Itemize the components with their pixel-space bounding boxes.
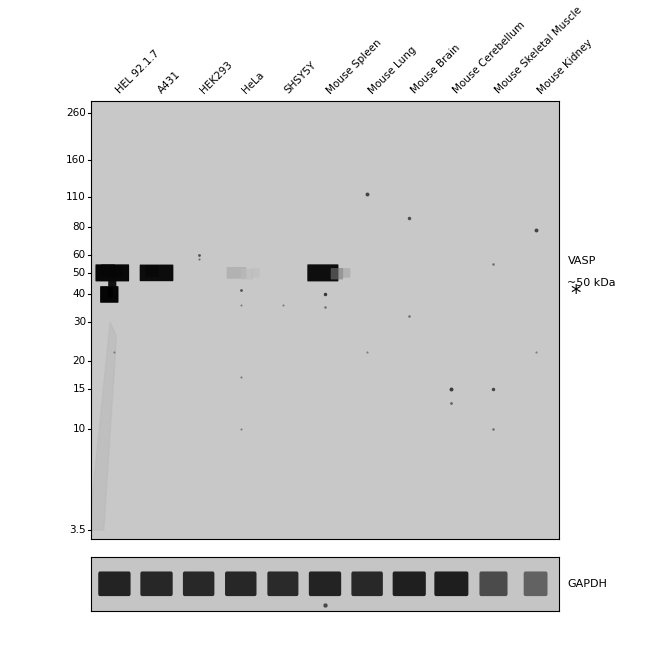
Text: 20: 20 (73, 357, 86, 366)
Text: 80: 80 (73, 223, 86, 232)
Text: HEL 92.1.7: HEL 92.1.7 (114, 48, 161, 95)
Text: 30: 30 (73, 317, 86, 327)
Text: HEK293: HEK293 (199, 59, 235, 95)
Text: A431: A431 (157, 69, 183, 95)
Text: GAPDH: GAPDH (567, 579, 607, 589)
FancyBboxPatch shape (309, 571, 341, 596)
FancyBboxPatch shape (140, 571, 173, 596)
FancyBboxPatch shape (352, 571, 383, 596)
Text: 10: 10 (73, 424, 86, 434)
FancyBboxPatch shape (342, 268, 350, 278)
FancyBboxPatch shape (183, 571, 214, 596)
FancyBboxPatch shape (111, 265, 123, 278)
FancyBboxPatch shape (524, 571, 547, 596)
Text: 260: 260 (66, 108, 86, 118)
FancyBboxPatch shape (146, 265, 159, 278)
FancyBboxPatch shape (307, 264, 339, 281)
Text: VASP: VASP (567, 257, 596, 266)
Text: 60: 60 (73, 250, 86, 261)
Text: Mouse Cerebellum: Mouse Cerebellum (451, 20, 527, 95)
FancyBboxPatch shape (140, 264, 174, 281)
Text: Mouse Lung: Mouse Lung (367, 44, 419, 95)
Text: 160: 160 (66, 155, 86, 165)
Text: Mouse Brain: Mouse Brain (410, 43, 462, 95)
FancyBboxPatch shape (241, 269, 254, 279)
FancyBboxPatch shape (480, 571, 508, 596)
Text: 110: 110 (66, 191, 86, 202)
FancyBboxPatch shape (267, 571, 298, 596)
FancyBboxPatch shape (101, 264, 115, 278)
FancyBboxPatch shape (96, 264, 129, 281)
Polygon shape (89, 323, 116, 530)
Text: 3.5: 3.5 (69, 525, 86, 535)
FancyBboxPatch shape (227, 267, 246, 279)
Text: 50: 50 (73, 268, 86, 278)
Text: HeLa: HeLa (240, 70, 266, 95)
Text: ~50 kDa: ~50 kDa (567, 278, 616, 288)
Text: Mouse Skeletal Muscle: Mouse Skeletal Muscle (493, 5, 584, 95)
FancyBboxPatch shape (100, 286, 118, 303)
FancyBboxPatch shape (434, 571, 469, 596)
Text: Mouse Kidney: Mouse Kidney (536, 37, 594, 95)
Text: SHSY5Y: SHSY5Y (283, 60, 318, 95)
FancyBboxPatch shape (393, 571, 426, 596)
Text: Mouse Spleen: Mouse Spleen (325, 37, 384, 95)
FancyBboxPatch shape (107, 287, 113, 298)
FancyBboxPatch shape (108, 280, 116, 293)
FancyBboxPatch shape (225, 571, 257, 596)
FancyBboxPatch shape (331, 268, 343, 279)
Text: *: * (571, 285, 581, 304)
FancyBboxPatch shape (98, 571, 131, 596)
Text: 15: 15 (73, 385, 86, 394)
Text: 40: 40 (73, 289, 86, 300)
FancyBboxPatch shape (252, 268, 260, 278)
